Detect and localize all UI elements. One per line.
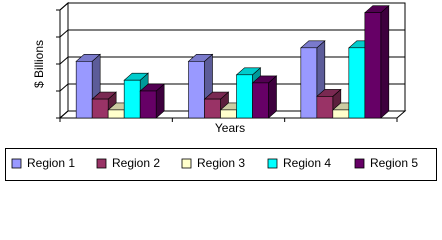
legend-label: Region 1 bbox=[27, 156, 75, 170]
legend-swatch bbox=[96, 158, 107, 169]
legend-label: Region 2 bbox=[112, 156, 160, 170]
bar bbox=[252, 82, 269, 119]
legend-swatch bbox=[11, 158, 22, 169]
bar bbox=[332, 109, 350, 119]
bar bbox=[188, 60, 205, 119]
bar-side bbox=[380, 5, 390, 119]
bar bbox=[300, 47, 318, 119]
bar bbox=[107, 109, 125, 119]
legend bbox=[5, 148, 437, 181]
grid-line bbox=[59, 83, 405, 92]
bar bbox=[204, 98, 221, 119]
bar bbox=[316, 96, 334, 119]
chart: $ Billions Years Region 1 Region 2 Region … bbox=[5, 1, 437, 181]
bar bbox=[364, 12, 382, 119]
legend-label: Region 5 bbox=[370, 156, 418, 170]
grid-line bbox=[59, 56, 405, 65]
bar bbox=[220, 109, 237, 119]
bar bbox=[75, 60, 93, 119]
grid-line bbox=[59, 29, 405, 38]
y-axis-title: $ Billions bbox=[32, 40, 46, 88]
bar bbox=[91, 98, 109, 119]
bar bbox=[236, 74, 253, 119]
legend-label: Region 4 bbox=[283, 156, 331, 170]
bar bbox=[123, 79, 141, 119]
legend-swatch bbox=[267, 158, 278, 169]
grid-line bbox=[59, 2, 405, 11]
x-axis-title: Years bbox=[215, 121, 245, 135]
bar bbox=[139, 90, 157, 119]
bar bbox=[348, 47, 366, 119]
legend-swatch bbox=[354, 158, 365, 169]
grid-line bbox=[59, 110, 405, 119]
legend-swatch bbox=[181, 158, 192, 169]
legend-label: Region 3 bbox=[197, 156, 245, 170]
